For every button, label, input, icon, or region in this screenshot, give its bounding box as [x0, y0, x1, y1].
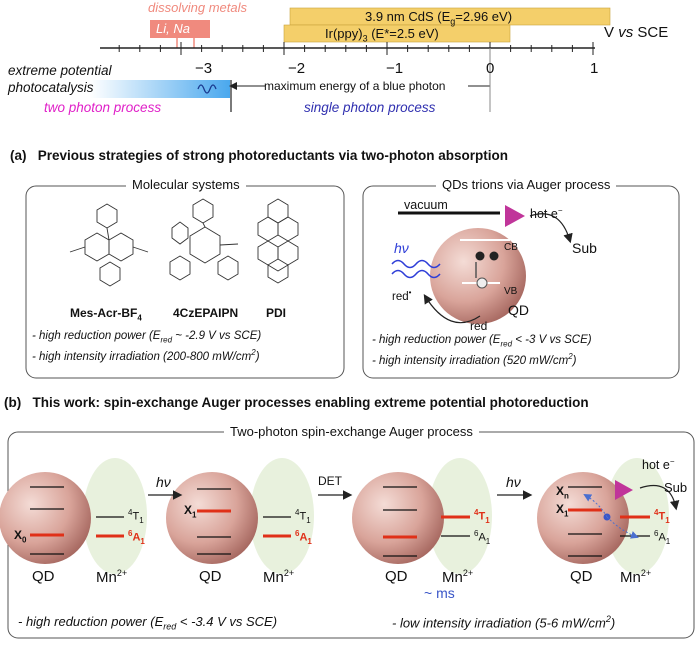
- qd-hv-label: hν: [394, 240, 409, 256]
- two-photon-label: two photon process: [44, 100, 162, 115]
- x1-label-p2: X1: [184, 503, 197, 520]
- b-sub-label: Sub: [664, 480, 688, 495]
- ir-band: [283, 24, 511, 43]
- qds-trions-title: QDs trions via Auger process: [436, 177, 617, 192]
- p1-qd-label: QD: [32, 568, 55, 585]
- qd-note-1: - high reduction power (Ered < -3 V vs S…: [372, 334, 592, 349]
- xn-label: Xn: [556, 484, 569, 501]
- vb-label: VB: [504, 286, 518, 297]
- pdi-structure: [257, 198, 299, 284]
- p4-mn-label: Mn2+: [620, 568, 652, 586]
- b-panel-4: [537, 458, 680, 574]
- blue-photon-label: maximum energy of a blue photon: [264, 79, 446, 93]
- p3-hv-label: hν: [506, 474, 521, 490]
- det-label: DET: [318, 474, 342, 488]
- p3-mn-label: Mn2+: [442, 568, 474, 586]
- p4-a1-label: 6A1: [654, 529, 671, 546]
- mol-note-1: - high reduction power (Ered ~ -2.9 V vs…: [32, 330, 262, 345]
- vacuum-label: vacuum: [404, 198, 448, 212]
- ms-label: ~ ms: [424, 585, 455, 601]
- p1-a1-label: 6A1: [128, 529, 145, 546]
- tick-minus-2: −2: [288, 60, 306, 77]
- b-panel-3: [352, 458, 492, 574]
- red-label: red: [470, 319, 488, 333]
- tick-1: 1: [590, 60, 599, 77]
- b-note-1: - high reduction power (Ered < -3.4 V vs…: [18, 614, 278, 632]
- qd-sub-label: Sub: [572, 240, 597, 256]
- single-photon-label: single photon process: [304, 100, 436, 115]
- p3-a1-label: 6A1: [474, 529, 491, 546]
- section-a-heading: (a) Previous strategies of strong photor…: [10, 148, 509, 163]
- mol1-label: Mes-Acr-BF4: [70, 306, 142, 323]
- two-photon-box-title: Two-photon spin-exchange Auger process: [224, 424, 479, 439]
- li-na-box: [150, 20, 210, 38]
- qd-note-2: - high intensity irradiation (520 mW/cm2…: [372, 352, 577, 367]
- mol2-label: 4CzEPAIPN: [173, 306, 239, 320]
- li-na-label: Li, Na: [156, 21, 190, 36]
- 4czepaipn-structure: [169, 198, 239, 281]
- qd-label-a: QD: [508, 302, 529, 318]
- tick-0: 0: [486, 60, 495, 77]
- p3-qd-label: QD: [385, 568, 408, 585]
- cb-label: CB: [504, 242, 518, 253]
- mol-note-2: - high intensity irradiation (200-800 mW…: [32, 348, 260, 363]
- dissolving-metals-label: dissolving metals: [148, 0, 247, 15]
- b-panel-2: [166, 458, 314, 574]
- p2-t1-label: 4T1: [295, 508, 311, 525]
- p3-t1-label: 4T1: [474, 508, 490, 525]
- section-b-heading: (b) This work: spin-exchange Auger proce…: [4, 395, 589, 410]
- b-hot-e-label: hot e−: [642, 457, 675, 473]
- ir-band-label: Ir(ppy)3 (E*=2.5 eV): [325, 26, 439, 44]
- p2-qd-label: QD: [199, 568, 222, 585]
- tick-minus-1: −1: [386, 60, 404, 77]
- mes-acr-structure: [69, 203, 149, 287]
- blue-wave: [197, 84, 217, 94]
- axis-unit-label: V vs SCE: [604, 24, 669, 41]
- blue-gradient-bar: [90, 80, 230, 98]
- p4-t1-label: 4T1: [654, 508, 670, 525]
- b-panel-1: [0, 458, 147, 574]
- molecular-systems-title: Molecular systems: [126, 177, 246, 192]
- tick-minus-3: −3: [195, 60, 213, 77]
- p1-t1-label: 4T1: [128, 508, 144, 525]
- extreme-label-1: extreme potential: [8, 63, 112, 78]
- qd-trion-diagram: [391, 205, 573, 324]
- extreme-label-2: photocatalysis: [8, 80, 94, 95]
- cds-band-label: 3.9 nm CdS (Eg=2.96 eV): [365, 9, 513, 27]
- p2-mn-label: Mn2+: [263, 568, 295, 586]
- potential-scale: [90, 7, 611, 112]
- p4-qd-label: QD: [570, 568, 593, 585]
- mol3-label: PDI: [266, 306, 287, 320]
- p2-a1-label: 6A1: [295, 529, 312, 546]
- p1-hv-label: hν: [156, 474, 171, 490]
- qd-hot-e-label: hot e−: [530, 206, 563, 222]
- x1-label-p4: X1: [556, 502, 569, 519]
- red-star-label: red•: [392, 288, 412, 303]
- x0-label: X0: [14, 528, 27, 545]
- p1-mn-label: Mn2+: [96, 568, 128, 586]
- b-note-2: - low intensity irradiation (5-6 mW/cm2): [392, 614, 616, 631]
